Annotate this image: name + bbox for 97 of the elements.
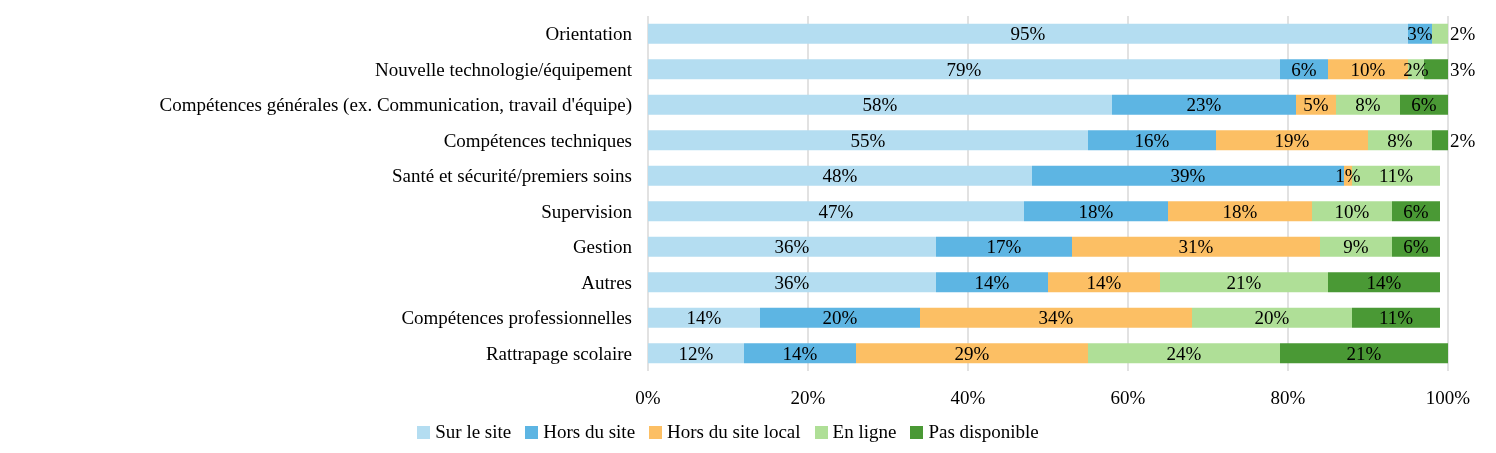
data-label: 21% [1346, 342, 1382, 364]
data-label: 18% [1222, 200, 1258, 222]
data-label: 55% [850, 129, 886, 151]
x-tick-label: 40% [950, 387, 986, 409]
data-label: 3% [1407, 23, 1433, 45]
bar [1328, 272, 1440, 293]
bar [648, 130, 1088, 151]
legend-label: Hors du site [543, 421, 636, 443]
bar [648, 272, 936, 293]
data-label: 36% [774, 236, 810, 258]
data-label: 9% [1343, 236, 1369, 258]
y-tick-label: Autres [581, 271, 632, 293]
x-tick-label: 100% [1425, 387, 1471, 409]
bar [1024, 201, 1168, 222]
data-label: 6% [1411, 94, 1437, 116]
bar [1088, 130, 1216, 151]
y-tick-label: Rattrapage scolaire [485, 342, 632, 364]
data-label: 18% [1078, 200, 1114, 222]
bar [856, 343, 1088, 364]
data-label: 11% [1378, 307, 1414, 329]
bar [648, 59, 1280, 80]
x-tick-label: 60% [1110, 387, 1146, 409]
data-label: 17% [986, 236, 1022, 258]
bar [648, 94, 1112, 115]
legend-label: Pas disponible [928, 421, 1039, 443]
bar [1432, 23, 1448, 44]
bar [1432, 130, 1448, 151]
data-label: 3% [1450, 58, 1476, 80]
bar [648, 307, 760, 328]
data-label: 39% [1170, 165, 1206, 187]
y-tick-label: Compétences professionnelles [401, 307, 632, 329]
data-label: 2% [1450, 23, 1476, 45]
data-label: 14% [782, 342, 818, 364]
bar [1048, 272, 1160, 293]
legend-label: En ligne [832, 421, 897, 443]
bar [648, 23, 1408, 44]
y-tick-label: Santé et sécurité/premiers soins [391, 165, 632, 187]
bar [744, 343, 856, 364]
data-label: 1% [1335, 165, 1361, 187]
data-label: 48% [822, 165, 858, 187]
data-label: 2% [1450, 129, 1476, 151]
bar [936, 272, 1048, 293]
data-label: 19% [1274, 129, 1310, 151]
bar [920, 307, 1192, 328]
data-label: 14% [1086, 271, 1122, 293]
data-label: 2% [1403, 58, 1429, 80]
data-label: 6% [1403, 200, 1429, 222]
data-label: 47% [818, 200, 854, 222]
bar [648, 165, 1032, 186]
data-label: 29% [954, 342, 990, 364]
data-label: 20% [1254, 307, 1290, 329]
y-tick-label: Supervision [541, 200, 633, 222]
legend-label: Hors du site local [667, 421, 801, 443]
data-label: 6% [1403, 236, 1429, 258]
bar [1216, 130, 1368, 151]
data-label: 23% [1186, 94, 1222, 116]
data-label: 21% [1226, 271, 1262, 293]
data-label: 14% [686, 307, 722, 329]
data-label: 31% [1178, 236, 1214, 258]
data-label: 34% [1038, 307, 1074, 329]
data-label: 16% [1134, 129, 1170, 151]
y-tick-label: Orientation [545, 23, 633, 45]
data-label: 10% [1334, 200, 1370, 222]
x-tick-label: 80% [1270, 387, 1306, 409]
bar [648, 236, 936, 257]
y-tick-label: Gestion [572, 236, 633, 258]
data-label: 5% [1303, 94, 1329, 116]
legend-label: Sur le site [435, 421, 512, 443]
bar [760, 307, 920, 328]
data-label: 36% [774, 271, 810, 293]
bar [648, 201, 1024, 222]
data-label: 11% [1378, 165, 1414, 187]
data-label: 14% [1366, 271, 1402, 293]
bar [1088, 343, 1280, 364]
x-tick-label: 0% [635, 387, 661, 409]
bar [1112, 94, 1296, 115]
bar [1072, 236, 1320, 257]
data-label: 8% [1387, 129, 1413, 151]
data-label: 58% [862, 94, 898, 116]
data-label: 12% [678, 342, 714, 364]
y-tick-label: Compétences techniques [443, 129, 632, 151]
data-label: 24% [1166, 342, 1202, 364]
data-label: 8% [1355, 94, 1381, 116]
bar [1160, 272, 1328, 293]
y-tick-label: Nouvelle technologie/équipement [375, 59, 633, 80]
data-label: 10% [1350, 58, 1386, 80]
data-label: 14% [974, 271, 1010, 293]
bar [1280, 343, 1448, 364]
y-tick-label: Compétences générales (ex. Communication, travail d'équipe) [159, 94, 632, 117]
data-label: 95% [1010, 23, 1046, 45]
x-tick-label: 20% [790, 387, 826, 409]
bar [1168, 201, 1312, 222]
data-label: 20% [822, 307, 858, 329]
data-label: 6% [1291, 58, 1317, 80]
bar [936, 236, 1072, 257]
data-label: 79% [946, 58, 982, 80]
bar [1192, 307, 1352, 328]
